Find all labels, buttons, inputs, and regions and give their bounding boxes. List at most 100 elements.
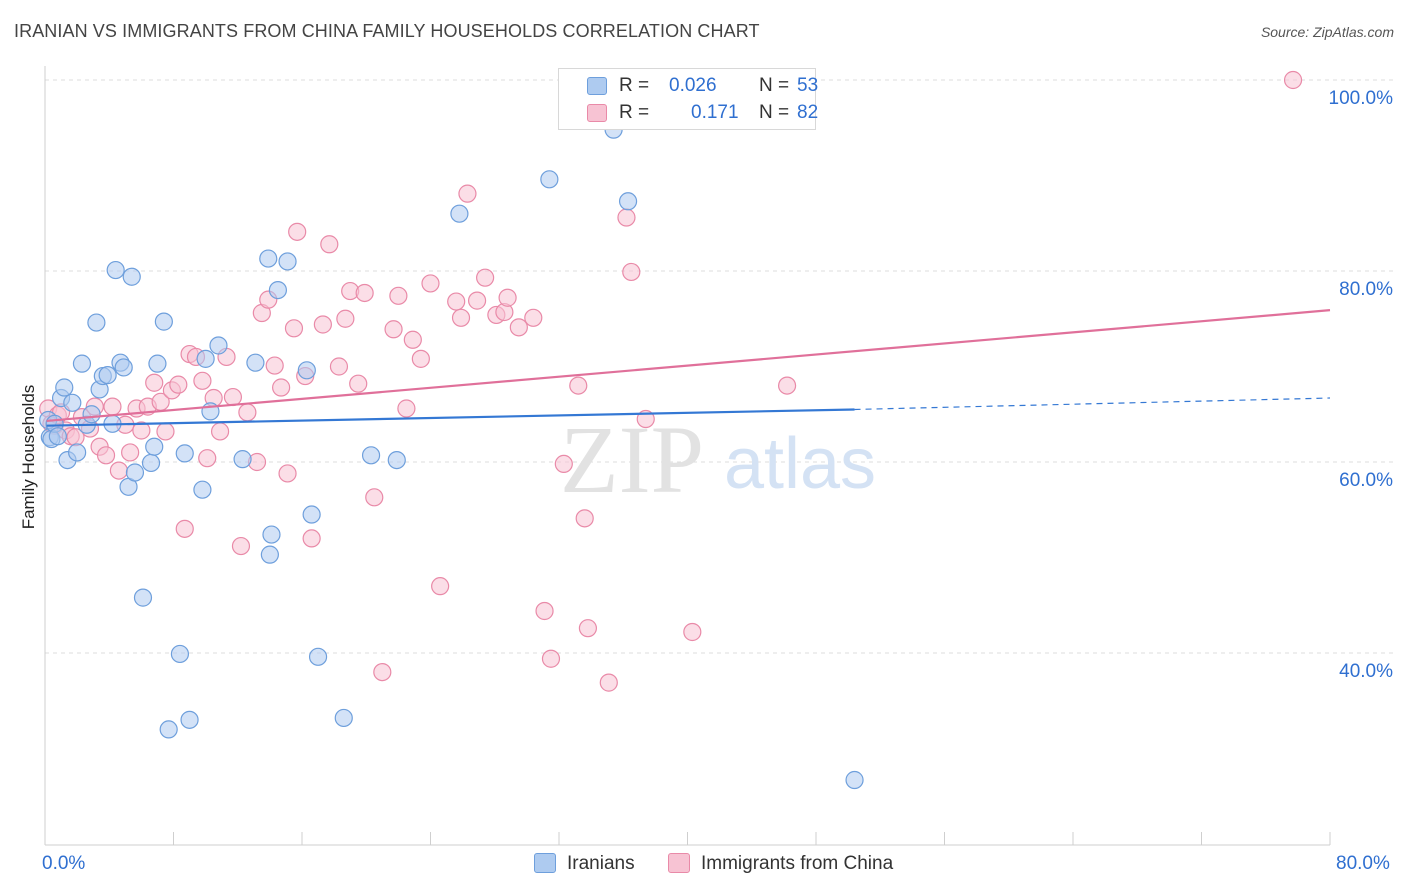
trend-line-iranians — [46, 408, 855, 427]
point-immigrants-from-china — [302, 529, 321, 548]
legend-swatch-blue — [534, 853, 556, 873]
point-iranians — [133, 588, 153, 607]
point-iranians — [154, 312, 173, 331]
x-tick-label-min: 0.0% — [42, 853, 86, 874]
point-immigrants-from-china — [193, 371, 212, 390]
point-immigrants-from-china — [373, 662, 392, 682]
point-immigrants-from-china — [156, 422, 175, 441]
point-immigrants-from-china — [223, 387, 243, 407]
point-immigrants-from-china — [599, 673, 618, 692]
y-tick-labels: 40.0% 60.0% 80.0% 100.0% — [1329, 88, 1394, 682]
point-iranians — [193, 480, 212, 499]
point-immigrants-from-china — [535, 601, 554, 621]
point-immigrants-from-china — [451, 308, 471, 327]
point-iranians — [260, 545, 279, 564]
legend-n-label: N = — [759, 102, 790, 123]
point-immigrants-from-china — [575, 509, 594, 528]
point-immigrants-from-china — [121, 443, 140, 462]
point-immigrants-from-china — [384, 320, 403, 339]
point-immigrants-from-china — [109, 461, 128, 480]
point-iranians — [259, 249, 278, 268]
y-tick-label: 100.0% — [1329, 88, 1394, 109]
point-immigrants-from-china — [169, 375, 188, 394]
point-immigrants-from-china — [355, 283, 374, 303]
point-iranians — [209, 336, 228, 355]
point-immigrants-from-china — [467, 291, 487, 310]
point-iranians — [125, 463, 145, 482]
point-immigrants-from-china — [198, 449, 217, 468]
point-iranians — [63, 393, 82, 412]
point-iranians — [141, 453, 161, 473]
y-tick-label: 80.0% — [1339, 279, 1393, 300]
point-immigrants-from-china — [103, 397, 122, 416]
point-immigrants-from-china — [272, 378, 291, 397]
point-immigrants-from-china — [175, 519, 194, 538]
legend-n-label: N = — [759, 75, 790, 96]
trend-lines — [46, 309, 1331, 427]
legend-n-value: 82 — [797, 102, 819, 123]
point-immigrants-from-china — [403, 330, 422, 349]
point-immigrants-from-china — [1283, 70, 1303, 90]
y-tick-label: 60.0% — [1339, 470, 1393, 491]
point-iranians — [114, 358, 133, 377]
y-tick-label: 40.0% — [1339, 661, 1393, 682]
point-immigrants-from-china — [365, 488, 384, 507]
point-iranians — [175, 444, 194, 463]
trend-line-iranians-extrapolated — [854, 397, 1331, 411]
point-iranians — [361, 446, 381, 465]
point-iranians — [302, 505, 321, 524]
chart-title: IRANIAN VS IMMIGRANTS FROM CHINA FAMILY … — [14, 21, 760, 41]
point-immigrants-from-china — [578, 619, 598, 638]
point-iranians — [98, 365, 117, 385]
point-iranians — [72, 354, 92, 373]
point-iranians — [180, 710, 199, 729]
correlation-legend: R = 0.026 N = 53 R = 0.171 N = 82 — [558, 68, 819, 130]
source-credit: Source: ZipAtlas.com — [1260, 24, 1394, 40]
axes — [44, 66, 1331, 846]
point-iranians — [145, 437, 164, 456]
point-immigrants-from-china — [476, 268, 495, 287]
point-iranians — [196, 349, 215, 368]
trend-line-immigrants-from-china — [46, 309, 1331, 423]
point-iranians — [334, 708, 353, 728]
point-immigrants-from-china — [524, 308, 543, 327]
point-immigrants-from-china — [238, 403, 257, 422]
legend-r-label: R = — [619, 75, 650, 96]
series-iranians — [39, 120, 864, 790]
point-immigrants-from-china — [447, 292, 466, 311]
point-iranians — [170, 644, 190, 664]
point-immigrants-from-china — [431, 577, 450, 596]
point-immigrants-from-china — [554, 454, 573, 474]
point-iranians — [55, 378, 74, 397]
legend-swatch-pink — [668, 853, 690, 873]
point-iranians — [297, 361, 316, 380]
point-immigrants-from-china — [336, 309, 355, 328]
point-iranians — [540, 170, 559, 189]
point-iranians — [82, 405, 101, 424]
point-iranians — [262, 525, 281, 544]
point-immigrants-from-china — [421, 274, 440, 293]
point-iranians — [845, 770, 864, 790]
point-iranians — [246, 353, 265, 372]
legend-r-value: 0.171 — [691, 102, 739, 123]
point-immigrants-from-china — [411, 349, 430, 368]
point-immigrants-from-china — [683, 622, 702, 642]
point-immigrants-from-china — [458, 184, 477, 203]
point-iranians — [308, 647, 328, 666]
point-immigrants-from-china — [132, 421, 151, 440]
point-immigrants-from-china — [210, 422, 230, 441]
point-immigrants-from-china — [265, 356, 284, 375]
point-iranians — [233, 450, 252, 469]
point-iranians — [106, 260, 125, 280]
point-immigrants-from-china — [313, 315, 332, 334]
point-immigrants-from-china — [541, 649, 561, 668]
point-immigrants-from-china — [389, 286, 408, 305]
point-immigrants-from-china — [329, 357, 349, 376]
point-iranians — [87, 313, 106, 332]
point-immigrants-from-china — [145, 373, 164, 392]
watermark-atlas: atlas — [724, 424, 876, 504]
point-iranians — [68, 443, 87, 462]
point-iranians — [278, 252, 297, 271]
legend-swatch-blue — [587, 77, 607, 95]
